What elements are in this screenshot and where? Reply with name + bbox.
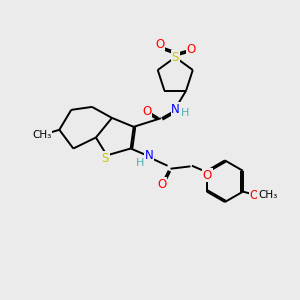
Text: H: H — [181, 109, 190, 118]
Text: CH₃: CH₃ — [258, 190, 277, 200]
Text: CH₃: CH₃ — [32, 130, 52, 140]
Text: N: N — [171, 103, 180, 116]
Text: H: H — [136, 158, 144, 168]
Text: O: O — [203, 169, 212, 182]
Text: O: O — [250, 189, 259, 202]
Text: S: S — [102, 152, 109, 165]
Text: O: O — [186, 43, 195, 56]
Text: O: O — [142, 105, 152, 118]
Text: O: O — [158, 178, 167, 191]
Text: N: N — [145, 149, 154, 162]
Text: S: S — [172, 51, 179, 64]
Text: O: O — [155, 38, 164, 51]
